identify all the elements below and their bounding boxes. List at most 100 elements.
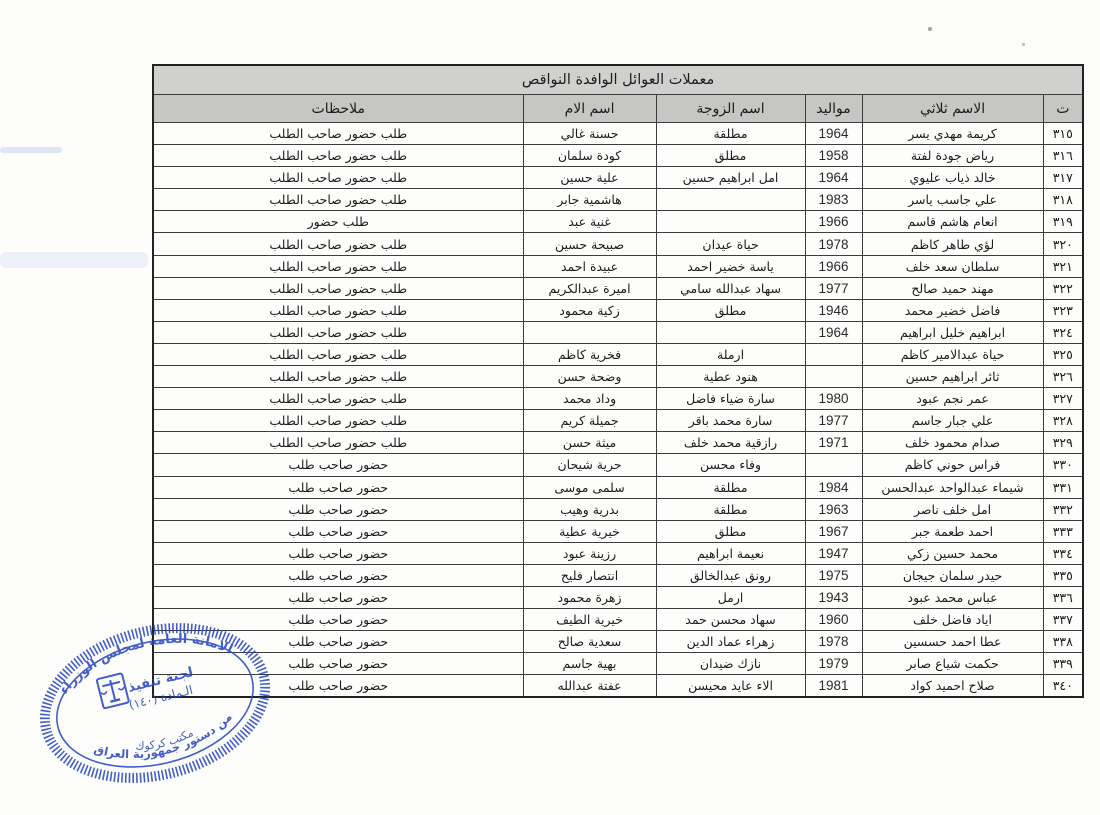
mother-name-cell: بهية جاسم (522, 652, 657, 676)
table-row: ٣٣٠ فراس حوني كاظم وفاء محسن حرية شيحان حضور… (152, 453, 1084, 477)
wife-name-cell: مطلقة (655, 121, 806, 146)
scan-artifact-speck (1022, 43, 1025, 46)
name-cell: حكمت شياع صابر (861, 652, 1044, 676)
table-row: ٣٣٣ احمد طعمة جبر 1967 مطلق خيرية عطية حضور ص… (152, 519, 1084, 543)
notes-cell: طلب حضور صاحب الطلب (152, 387, 524, 411)
row-number-cell: ٣٣٥ (1042, 563, 1084, 587)
row-number-cell: ٣٣١ (1042, 475, 1084, 499)
mother-name-cell: علية حسين (522, 166, 657, 190)
wife-name-cell: زهراء عماد الدين (655, 630, 806, 654)
name-cell: عمر نجم عبود (861, 387, 1044, 411)
table-row: ٣٢١ سلطان سعد خلف 1966 ياسة خضير احمد عبيدة … (152, 254, 1084, 278)
mother-name-cell: اميرة عبدالكريم (522, 276, 657, 300)
notes-cell: حضور صاحب طلب (152, 519, 524, 543)
notes-cell: طلب حضور صاحب الطلب (152, 276, 524, 300)
mother-name-cell: بدرية وهيب (522, 497, 657, 521)
svg-text:من دستور جمهورية العراق: من دستور جمهورية العراق (90, 708, 240, 775)
notes-cell: طلب حضور صاحب الطلب (152, 188, 524, 212)
birth-year-cell: 1980 (804, 387, 863, 411)
wife-name-cell: حياة عيدان (655, 232, 806, 256)
table-row: ٣٣٦ عباس محمد عبود 1943 ارمل زهرة محمود حضور … (152, 585, 1084, 610)
birth-year-cell (804, 365, 863, 389)
table-row: ٣١٧ خالد ذياب عليوي 1964 امل ابراهيم حسين عل… (152, 166, 1084, 190)
wife-name-cell: سارة محمد باقر (655, 409, 806, 433)
table-row: ٣٣٧ اياد فاضل خلف 1960 سهاد محسن حمد خيرية ا… (152, 608, 1084, 632)
notes-cell: طلب حضور (152, 210, 524, 234)
table-body: ٣١٥ كريمة مهدي يسر 1964 مطلقة حسنة غالي طلب ح… (152, 121, 1084, 698)
stamp-emblem-scales-icon (95, 672, 130, 710)
notes-cell: طلب حضور صاحب الطلب (152, 409, 524, 433)
mother-name-cell: زكية محمود (522, 298, 657, 322)
row-number-cell: ٣١٧ (1042, 166, 1084, 190)
birth-year-cell: 1943 (804, 585, 863, 610)
scan-artifact-speck (928, 27, 932, 31)
birth-year-cell: 1963 (804, 497, 863, 521)
row-number-cell: ٣٢٧ (1042, 387, 1084, 411)
name-cell: كريمة مهدي يسر (861, 121, 1044, 146)
birth-year-cell: 1971 (804, 431, 863, 455)
table-row: ٣٢٠ لؤي طاهر كاظم 1978 حياة عيدان صبيحة حسين… (152, 232, 1084, 256)
mother-name-cell: انتصار فليح (522, 563, 657, 587)
mother-name-cell: سعدية صالح (522, 630, 657, 654)
wife-name-cell: رونق عبدالخالق (655, 563, 806, 587)
row-number-cell: ٣٢٠ (1042, 232, 1084, 256)
mother-name-cell (522, 320, 657, 344)
table-head: معملات العوائل الوافدة النواقص ت الاسم ث… (152, 64, 1084, 123)
notes-cell: حضور صاحب طلب (152, 497, 524, 521)
name-cell: عطا احمد حسسين (861, 630, 1044, 654)
row-number-cell: ٣٣٧ (1042, 608, 1084, 632)
wife-name-cell: نازك ضيدان (655, 652, 806, 676)
name-cell: علي جاسب ياسر (861, 188, 1044, 212)
table-row: ٣٤٠ صلاح احميد كواد 1981 الاء عايد محيسن عفت… (152, 674, 1084, 698)
row-number-cell: ٣١٩ (1042, 210, 1084, 234)
table-row: ٣٣١ شيماء عبدالواحد عبدالحسن 1984 مطلقة سلمى… (152, 475, 1084, 499)
table-row: ٣٢٣ فاضل خضير محمد 1946 مطلق زكية محمود طلب ح… (152, 298, 1084, 322)
name-cell: مهند حميد صالح (861, 276, 1044, 300)
name-cell: اياد فاضل خلف (861, 608, 1044, 632)
table-row: ٣٢٨ علي جبار جاسم 1977 سارة محمد باقر جميلة … (152, 409, 1084, 433)
header-mother-name: اسم الام (522, 94, 657, 123)
name-cell: لؤي طاهر كاظم (861, 232, 1044, 256)
table-row: ٣٣٥ حيدر سلمان جيجان 1975 رونق عبدالخالق انت… (152, 563, 1084, 587)
table-row: ٣١٥ كريمة مهدي يسر 1964 مطلقة حسنة غالي طلب ح… (152, 121, 1084, 146)
wife-name-cell: ارملة (655, 342, 806, 367)
mother-name-cell: سلمى موسى (522, 475, 657, 499)
mother-name-cell: فخرية كاظم (522, 342, 657, 367)
name-cell: عباس محمد عبود (861, 585, 1044, 610)
birth-year-cell: 1977 (804, 276, 863, 300)
birth-year-cell: 1984 (804, 475, 863, 499)
name-cell: خالد ذياب عليوي (861, 166, 1044, 190)
wife-name-cell: سهاد عبدالله سامي (655, 276, 806, 300)
notes-cell: حضور صاحب طلب (152, 563, 524, 587)
wife-name-cell (655, 320, 806, 344)
table-row: ٣٢٢ مهند حميد صالح 1977 سهاد عبدالله سامي ام… (152, 276, 1084, 300)
table-row: ٣٣٨ عطا احمد حسسين 1978 زهراء عماد الدين سعد… (152, 630, 1084, 654)
name-cell: حيدر سلمان جيجان (861, 563, 1044, 587)
wife-name-cell: وفاء محسن (655, 453, 806, 477)
mother-name-cell: خيرية عطية (522, 519, 657, 543)
header-birth-year: مواليد (804, 94, 863, 123)
birth-year-cell: 1947 (804, 541, 863, 565)
mother-name-cell: زهرة محمود (522, 585, 657, 610)
table-row: ٣٢٥ حياة عبدالامير كاظم ارملة فخرية كاظم طلب… (152, 342, 1084, 367)
svg-text:مكتب كركوك: مكتب كركوك (132, 725, 196, 756)
table-row: ٣١٩ انعام هاشم قاسم 1966 غنية عبد طلب حضور (152, 210, 1084, 234)
table-row: ٣٢٦ ثائر ابراهيم حسين هنود عطية وضحة حسن طلب… (152, 365, 1084, 389)
row-number-cell: ٣٢٨ (1042, 409, 1084, 433)
row-number-cell: ٣٢٦ (1042, 365, 1084, 389)
mother-name-cell: عفتة عبدالله (522, 674, 657, 698)
mother-name-cell: ميثة حسن (522, 431, 657, 455)
name-cell: رياض جودة لفتة (861, 144, 1044, 168)
table-row: ٣٣٢ امل خلف ناصر 1963 مطلقة بدرية وهيب حضور ص… (152, 497, 1084, 521)
mother-name-cell: حرية شيحان (522, 453, 657, 477)
notes-cell: طلب حضور صاحب الطلب (152, 232, 524, 256)
name-cell: احمد طعمة جبر (861, 519, 1044, 543)
table-title: معملات العوائل الوافدة النواقص (152, 64, 1084, 95)
wife-name-cell: مطلق (655, 144, 806, 168)
scan-artifact-streak (0, 252, 148, 268)
header-serial: ت (1042, 94, 1084, 123)
mother-name-cell: جميلة كريم (522, 409, 657, 433)
table-row: ٣٢٤ ابراهيم خليل ابراهيم 1964 طلب حضور صاحب… (152, 320, 1084, 344)
row-number-cell: ٣١٦ (1042, 144, 1084, 168)
mother-name-cell: وضحة حسن (522, 365, 657, 389)
